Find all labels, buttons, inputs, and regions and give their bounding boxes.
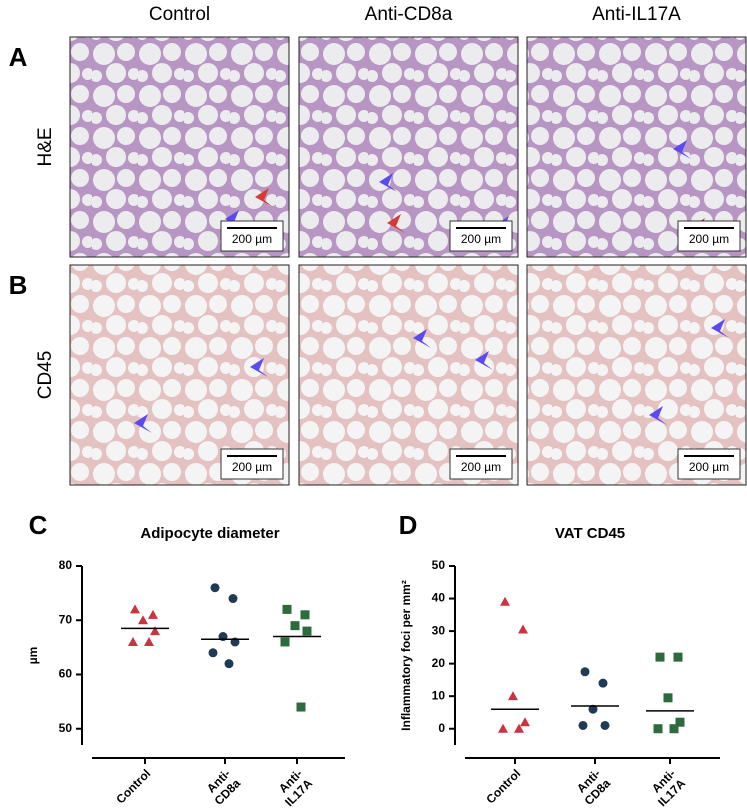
arrowhead: [475, 351, 493, 370]
data-point: [653, 724, 663, 734]
scale-bar-box: [677, 220, 741, 252]
y-tick-label: 50: [432, 558, 446, 572]
arrowhead: [711, 319, 729, 338]
y-tick-label: 20: [432, 656, 446, 670]
x-tick-label: Anti-IL17A: [645, 766, 688, 807]
panel-letter: D: [399, 510, 418, 540]
y-tick-label: 40: [432, 591, 446, 605]
micrograph: [526, 264, 747, 486]
scale-bar-label: 200 µm: [461, 232, 501, 246]
scale-bar-label: 200 µm: [461, 460, 501, 474]
scale-bar-box: [220, 448, 284, 480]
data-point: [580, 667, 590, 677]
data-point: [138, 615, 148, 625]
data-point: [144, 636, 154, 646]
charts: C Adipocyte diameter µm 50 60 70 80 Control Anti…: [26, 510, 720, 809]
data-point: [208, 648, 218, 658]
y-axis-label: µm: [26, 647, 40, 665]
x-tick-label: Anti-IL17A: [272, 766, 315, 807]
column-header: Control: [149, 4, 210, 25]
y-tick-label: 60: [59, 667, 73, 681]
y-tick-label: 0: [438, 721, 445, 735]
micrograph: [298, 264, 519, 486]
scale-bar-box: [220, 220, 284, 252]
row-label: CD45: [35, 351, 56, 400]
micrograph: [298, 36, 519, 258]
scale-bar-label: 200 µm: [689, 232, 729, 246]
data-point: [150, 626, 160, 636]
scale-bar-label: 200 µm: [232, 232, 272, 246]
data-point: [518, 624, 528, 634]
y-tick-label: 50: [59, 721, 73, 735]
micrograph: [69, 36, 290, 258]
arrowhead: [134, 414, 152, 433]
data-point: [598, 678, 608, 688]
scale-bar-label: 200 µm: [232, 460, 272, 474]
data-point: [130, 604, 140, 614]
x-tick-label: Control: [113, 766, 153, 806]
data-point: [128, 636, 138, 646]
column-header: Anti-CD8a: [365, 4, 453, 25]
arrowhead: [250, 358, 268, 377]
data-point: [228, 594, 238, 604]
data-point: [600, 720, 610, 730]
panel-letter: B: [9, 270, 28, 300]
data-point: [224, 659, 234, 669]
row-label: H&E: [35, 127, 56, 166]
data-point: [655, 652, 665, 662]
y-tick-label: 80: [59, 558, 73, 572]
y-tick-label: 70: [59, 612, 73, 626]
scale-bar-box: [449, 220, 513, 252]
data-point: [578, 720, 588, 730]
arrowhead: [413, 329, 431, 348]
y-tick-label: 30: [432, 623, 446, 637]
data-point: [588, 704, 598, 714]
arrowhead: [255, 188, 273, 207]
chart-title: Adipocyte diameter: [140, 525, 279, 542]
data-point: [514, 723, 524, 733]
scale-bar-box: [449, 448, 513, 480]
chart-title: VAT CD45: [555, 525, 625, 542]
micrograph: [526, 36, 747, 258]
scale-bar-label: 200 µm: [689, 460, 729, 474]
panel-letter: A: [9, 42, 28, 72]
y-tick-label: 10: [432, 688, 446, 702]
data-point: [500, 596, 510, 606]
data-point: [290, 621, 300, 631]
data-point: [520, 717, 530, 727]
data-point: [148, 609, 158, 619]
x-tick-label: Anti-CD8a: [202, 766, 244, 807]
panel-letter: C: [29, 510, 48, 540]
data-point: [280, 637, 290, 647]
data-point: [498, 723, 508, 733]
arrowhead: [673, 140, 691, 159]
scale-bar-box: [677, 448, 741, 480]
data-point: [508, 691, 518, 701]
x-tick-label: Control: [483, 766, 523, 806]
data-point: [300, 610, 310, 620]
data-point: [675, 717, 685, 727]
arrowhead: [387, 214, 405, 233]
y-axis-label: Inflammatory foci per mm²: [399, 580, 413, 731]
micrograph: [69, 264, 290, 486]
data-point: [673, 652, 683, 662]
image-grid: Control Anti-CD8a Anti-IL17A A H&E 200 µm 200 …: [9, 4, 747, 486]
arrowhead: [649, 406, 667, 425]
arrowhead: [379, 173, 397, 192]
data-point: [296, 702, 306, 712]
column-header: Anti-IL17A: [592, 4, 681, 25]
data-point: [282, 604, 292, 614]
arrowhead: [225, 210, 243, 229]
data-point: [210, 583, 220, 593]
data-point: [669, 724, 679, 734]
data-point: [663, 693, 673, 703]
x-tick-label: Anti-CD8a: [572, 766, 614, 807]
data-point: [302, 626, 312, 636]
